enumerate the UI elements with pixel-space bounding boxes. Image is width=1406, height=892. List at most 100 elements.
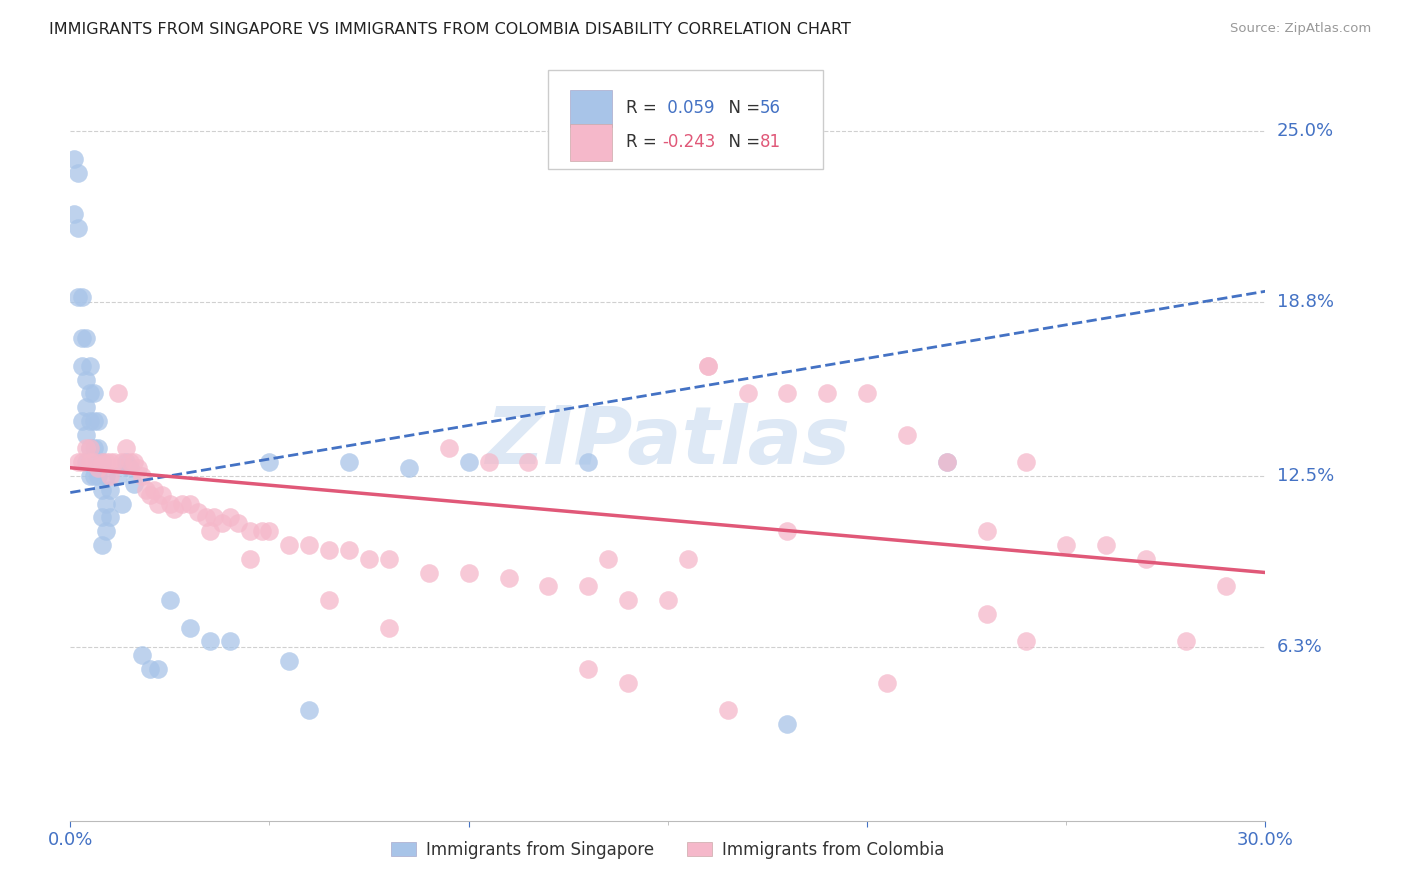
Point [91,510,114,524]
Text: IMMIGRANTS FROM SINGAPORE VS IMMIGRANTS FROM COLOMBIA DISABILITY CORRELATION CHA: IMMIGRANTS FROM SINGAPORE VS IMMIGRANTS … [49,22,851,37]
Point [896,427,918,442]
Point [318,543,340,558]
Point [935,455,957,469]
Text: 25.0%: 25.0% [1277,122,1334,140]
Point [576,579,599,593]
Point [537,579,560,593]
Point [179,497,201,511]
Point [457,455,479,469]
Point [696,359,718,373]
Point [135,483,157,497]
Point [98,469,121,483]
Point [437,442,460,456]
Point [103,455,125,469]
Point [67,455,90,469]
Point [107,386,129,401]
Point [79,414,101,428]
Point [576,662,599,676]
Point [517,455,540,469]
Point [239,524,262,538]
Point [398,460,420,475]
Point [737,386,759,401]
Point [120,455,141,469]
Point [202,510,225,524]
Point [75,331,97,345]
Point [498,571,520,585]
Point [79,455,101,469]
Point [70,331,93,345]
Point [75,455,97,469]
Point [131,648,153,663]
Point [111,455,134,469]
Point [91,483,114,497]
Point [79,359,101,373]
Point [67,220,90,235]
Point [98,483,121,497]
Point [70,290,93,304]
Point [179,621,201,635]
Point [378,551,401,566]
Point [122,477,145,491]
Point [617,675,640,690]
Point [1174,634,1197,648]
Point [876,675,898,690]
Point [79,469,101,483]
Point [83,386,105,401]
Point [278,654,301,668]
Point [218,510,240,524]
Point [79,386,101,401]
Point [91,455,114,469]
Point [67,166,90,180]
Point [239,551,262,566]
Point [211,516,233,530]
Point [70,455,93,469]
Point [87,469,110,483]
Text: 12.5%: 12.5% [1277,467,1334,485]
Point [976,607,998,621]
Point [259,455,281,469]
Point [131,469,153,483]
Point [935,455,957,469]
Point [143,483,166,497]
Point [75,372,97,386]
Point [63,207,86,221]
Point [676,551,699,566]
Text: 0.059: 0.059 [662,99,714,118]
Point [70,414,93,428]
Point [478,455,501,469]
Point [1015,455,1038,469]
Point [146,497,169,511]
Point [1015,634,1038,648]
Point [815,386,838,401]
FancyBboxPatch shape [569,90,612,127]
Point [70,359,93,373]
Point [96,455,117,469]
Point [457,566,479,580]
Point [776,524,799,538]
Point [115,455,138,469]
Point [318,593,340,607]
Point [856,386,879,401]
Point [776,717,799,731]
Point [83,442,105,456]
Point [67,290,90,304]
Point [139,488,162,502]
Text: R =: R = [626,99,662,118]
Point [83,414,105,428]
Point [617,593,640,607]
FancyBboxPatch shape [548,70,824,169]
Legend: Immigrants from Singapore, Immigrants from Colombia: Immigrants from Singapore, Immigrants fr… [384,834,952,865]
Point [194,510,217,524]
Point [120,460,141,475]
Point [657,593,679,607]
Text: 81: 81 [759,134,780,152]
Point [598,551,620,566]
Point [259,524,281,538]
Point [83,469,105,483]
Text: N =: N = [718,99,765,118]
Point [79,442,101,456]
Point [250,524,273,538]
Point [139,662,162,676]
Point [337,455,360,469]
Point [96,497,117,511]
